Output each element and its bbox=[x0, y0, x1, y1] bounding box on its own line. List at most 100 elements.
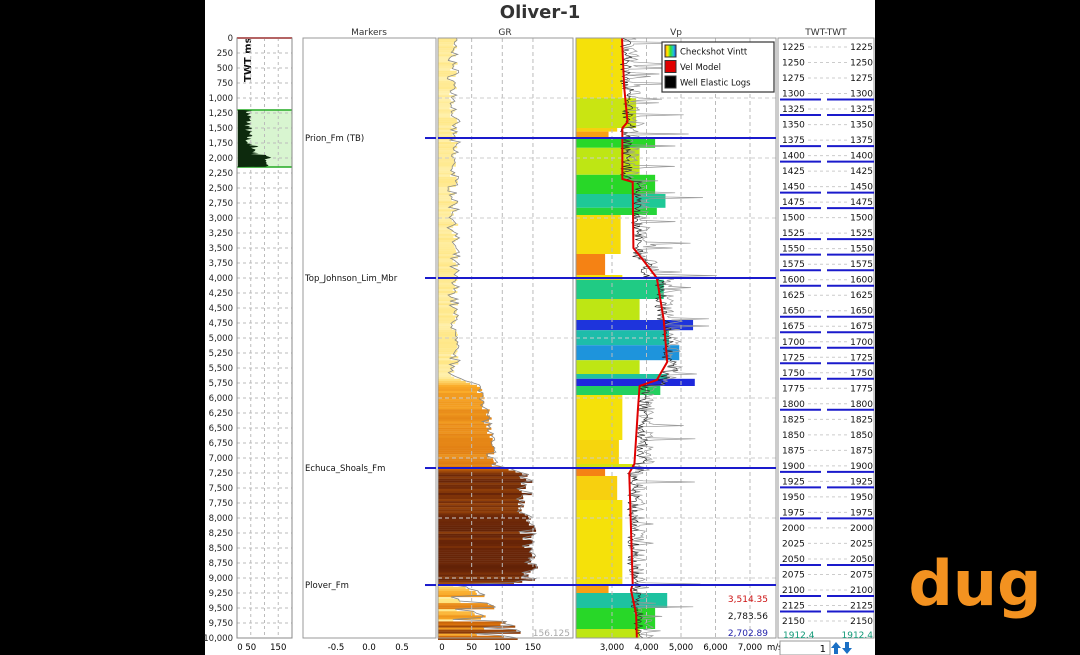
gr-fill-bar bbox=[438, 229, 454, 232]
depth-tick-label: 7,500 bbox=[209, 484, 233, 494]
gr-fill-bar bbox=[438, 507, 519, 510]
checkshot-interval-bar bbox=[576, 131, 609, 139]
gr-fill-bar bbox=[438, 443, 493, 447]
checkshot-interval-bar bbox=[576, 194, 666, 208]
gr-fill-bar bbox=[438, 574, 529, 577]
gr-fill-bar bbox=[438, 209, 457, 212]
gr-fill-bar bbox=[438, 370, 455, 373]
gr-fill-bar bbox=[438, 378, 461, 381]
twt-right-value: 1425 bbox=[850, 167, 873, 177]
depth-tick-label: 500 bbox=[217, 64, 233, 74]
gr-fill-bar bbox=[438, 484, 526, 487]
gr-fill-bar bbox=[438, 321, 456, 324]
twt-left-value: 2075 bbox=[782, 570, 805, 580]
gr-fill-bar bbox=[438, 417, 492, 420]
vp-track-frame bbox=[575, 37, 777, 639]
gr-fill-bar bbox=[438, 364, 452, 367]
gr-fill-bar bbox=[438, 111, 454, 114]
marker-label[interactable]: Plover_Fm bbox=[305, 581, 349, 591]
gr-fill-bar bbox=[438, 258, 453, 261]
depth-tick-label: 4,250 bbox=[209, 289, 233, 299]
gr-fill-bar bbox=[438, 99, 451, 102]
gr-cursor-value: 156.125 bbox=[533, 629, 570, 639]
gr-fill-bar bbox=[438, 527, 536, 530]
page-input[interactable] bbox=[779, 640, 831, 655]
gr-fill-bar bbox=[438, 617, 481, 620]
arrow-up-icon[interactable] bbox=[831, 642, 841, 654]
twt-right-value: 1725 bbox=[850, 353, 873, 363]
marker-label[interactable]: Echuca_Shoals_Fm bbox=[305, 464, 385, 474]
gr-fill-bar bbox=[438, 395, 484, 398]
gr-fill-bar bbox=[438, 160, 455, 163]
gr-fill-bar bbox=[438, 93, 450, 96]
gr-fill-bar bbox=[438, 431, 488, 434]
twt-left-value: 1800 bbox=[782, 400, 805, 410]
gr-fill-bar bbox=[438, 74, 456, 77]
gr-fill-bar bbox=[438, 146, 458, 149]
marker-label[interactable]: Top_Johnson_Lim_Mbr bbox=[304, 274, 398, 284]
gr-fill-bar bbox=[438, 525, 534, 528]
gr-fill-bar bbox=[438, 323, 451, 326]
gr-fill-bar bbox=[438, 486, 526, 489]
gr-fill-bar bbox=[438, 284, 455, 288]
gr-fill-bar bbox=[438, 184, 456, 188]
gr-fill-bar bbox=[438, 366, 455, 369]
twt-right-value: 1325 bbox=[850, 105, 873, 115]
twt-left-value: 1975 bbox=[782, 508, 805, 518]
gr-fill-bar bbox=[438, 52, 452, 55]
depth-tick-label: 8,500 bbox=[209, 544, 233, 554]
gr-fill-bar bbox=[438, 519, 527, 522]
checkshot-interval-bar bbox=[576, 215, 621, 254]
twt-left-value: 1450 bbox=[782, 183, 805, 193]
gr-fill-bar bbox=[438, 121, 458, 124]
depth-tick-label: 10,000 bbox=[203, 634, 233, 644]
checkshot-interval-bar bbox=[576, 254, 606, 275]
gr-fill-bar bbox=[438, 84, 456, 88]
gr-fill-bar bbox=[438, 633, 477, 636]
gr-fill-bar bbox=[438, 188, 451, 192]
vp-x-tick: 5,000 bbox=[669, 643, 693, 653]
gr-fill-bar bbox=[438, 109, 456, 112]
twt-right-value: 1850 bbox=[850, 431, 873, 441]
twt-left-value: 2125 bbox=[782, 601, 805, 611]
twt-right-value: 1400 bbox=[850, 152, 873, 162]
twt-left-value: 1900 bbox=[782, 462, 805, 472]
gr-fill-bar bbox=[438, 148, 455, 151]
depth-tick-label: 6,250 bbox=[209, 409, 233, 419]
gr-fill-bar bbox=[438, 278, 458, 281]
vel-model-line bbox=[621, 37, 669, 639]
gr-fill-bar bbox=[438, 327, 453, 330]
gr-fill-bar bbox=[438, 545, 525, 549]
arrow-down-icon[interactable] bbox=[842, 642, 852, 654]
depth-tick-label: 5,000 bbox=[209, 334, 233, 344]
gr-fill-bar bbox=[438, 70, 457, 73]
marker-label[interactable]: Prion_Fm (TB) bbox=[305, 134, 364, 144]
twt-left-value: 1275 bbox=[782, 74, 805, 84]
gr-fill-bar bbox=[438, 119, 457, 122]
gr-fill-bar bbox=[438, 299, 456, 302]
gr-fill-bar bbox=[438, 390, 478, 394]
vp-readout-1: 3,514.35 bbox=[728, 595, 768, 605]
gr-fill-bar bbox=[438, 62, 458, 65]
gr-fill-bar bbox=[438, 311, 457, 314]
gr-fill-bar bbox=[438, 50, 455, 53]
depth-tick-label: 6,000 bbox=[209, 394, 233, 404]
legend-label: Checkshot Vintt bbox=[680, 48, 748, 58]
gr-fill-bar bbox=[438, 272, 456, 275]
gr-fill-bar bbox=[438, 490, 522, 494]
gr-fill-bar bbox=[438, 303, 459, 306]
gr-fill-bar bbox=[438, 193, 455, 196]
gr-fill-bar bbox=[438, 262, 456, 265]
twt-right-value: 1675 bbox=[850, 322, 873, 332]
twt-right-value: 1825 bbox=[850, 415, 873, 425]
twt-right-value: 1950 bbox=[850, 493, 873, 503]
twt-left-value: 1325 bbox=[782, 105, 805, 115]
depth-tick-label: 5,750 bbox=[209, 379, 233, 389]
gr-fill-bar bbox=[438, 382, 471, 385]
depth-track-frame bbox=[236, 37, 293, 639]
twt-left-value: 1925 bbox=[782, 477, 805, 487]
depth-tick-label: 9,750 bbox=[209, 619, 233, 629]
twt-right-value: 2100 bbox=[850, 586, 873, 596]
twt-right-value: 2025 bbox=[850, 539, 873, 549]
